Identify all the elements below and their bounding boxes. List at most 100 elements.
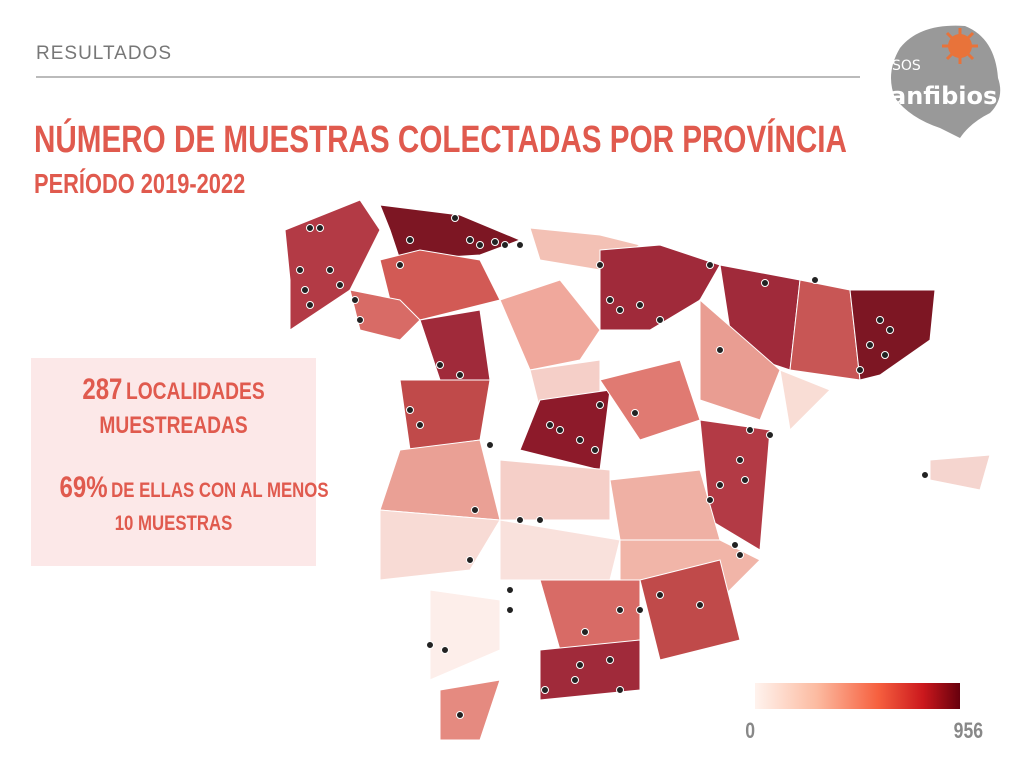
sample-location-dot xyxy=(576,436,584,444)
province-21 xyxy=(379,509,501,581)
sample-location-dot xyxy=(741,476,749,484)
sample-location-dot xyxy=(306,224,314,232)
sample-location-dot xyxy=(706,261,714,269)
province-30 xyxy=(929,454,991,491)
sample-location-dot xyxy=(706,496,714,504)
sample-location-dot xyxy=(761,279,769,287)
summary-box: 287 LOCALIDADES MUESTREADAS 69% DE ELLAS… xyxy=(31,358,329,566)
sample-location-dot xyxy=(596,401,604,409)
sample-location-dot xyxy=(301,286,309,294)
sample-location-dot xyxy=(591,446,599,454)
sample-location-dot xyxy=(556,426,564,434)
sample-location-dot xyxy=(506,586,514,594)
province-10 xyxy=(399,379,491,451)
sample-location-dot xyxy=(581,628,589,636)
page-title: NÚMERO DE MUESTRAS COLECTADAS POR PROVÍN… xyxy=(34,119,847,161)
sample-location-dot xyxy=(351,296,359,304)
sample-location-dot xyxy=(876,316,884,324)
sample-location-dot xyxy=(856,366,864,374)
province-5 xyxy=(789,279,861,381)
province-1 xyxy=(379,204,522,261)
province-13 xyxy=(519,389,611,471)
virus-icon xyxy=(942,28,978,64)
svg-text:anfibios: anfibios xyxy=(890,82,997,110)
percent-value: 69% xyxy=(59,471,108,504)
legend-max: 956 xyxy=(953,718,984,743)
province-15 xyxy=(699,298,781,421)
sample-location-dot xyxy=(636,301,644,309)
province-22 xyxy=(499,519,621,581)
sample-location-dot xyxy=(606,296,614,304)
sample-location-dot xyxy=(466,556,474,564)
sample-location-dot xyxy=(696,601,704,609)
sample-location-dot xyxy=(326,266,334,274)
province-28 xyxy=(539,639,641,701)
sample-location-dot xyxy=(596,261,604,269)
province-25 xyxy=(429,589,501,681)
sample-location-dot xyxy=(616,306,624,314)
sample-location-dot xyxy=(426,641,434,649)
sample-location-dot xyxy=(541,686,549,694)
sample-location-dot xyxy=(456,371,464,379)
sos-anfibios-logo: SOS anfibios xyxy=(890,25,1001,138)
localities-count: 287 xyxy=(82,373,123,406)
sample-location-dot xyxy=(501,241,509,249)
sample-location-dot xyxy=(616,606,624,614)
sample-location-dot xyxy=(866,341,874,349)
province-27 xyxy=(639,559,741,661)
sample-location-dot xyxy=(731,541,739,549)
sample-location-dot xyxy=(451,214,459,222)
localities-label: MUESTREADAS xyxy=(99,412,248,439)
province-19 xyxy=(499,459,611,521)
province-17 xyxy=(699,419,771,551)
sample-location-dot xyxy=(516,516,524,524)
province-29 xyxy=(439,679,501,741)
sample-location-dot xyxy=(811,276,819,284)
sample-location-dot xyxy=(486,441,494,449)
sample-location-dot xyxy=(441,646,449,654)
province-6 xyxy=(849,289,936,381)
sample-location-dot xyxy=(546,421,554,429)
sample-location-dot xyxy=(571,676,579,684)
legend-min: 0 xyxy=(745,718,756,743)
sample-location-dot xyxy=(476,241,484,249)
section-label: RESULTADOS xyxy=(36,43,172,64)
sample-location-dot xyxy=(306,301,314,309)
sample-location-dot xyxy=(491,238,499,246)
sample-location-dot xyxy=(296,266,304,274)
province-9 xyxy=(419,309,491,381)
sample-location-dot xyxy=(716,346,724,354)
sample-location-dot xyxy=(636,606,644,614)
sample-location-dot xyxy=(336,281,344,289)
sample-location-dot xyxy=(921,471,929,479)
sample-location-dot xyxy=(746,426,754,434)
sample-location-dot xyxy=(631,409,639,417)
province-20 xyxy=(609,469,721,541)
province-24 xyxy=(369,589,431,666)
sample-location-dot xyxy=(736,551,744,559)
sample-location-dot xyxy=(316,224,324,232)
sample-location-dot xyxy=(466,236,474,244)
province-18 xyxy=(379,439,501,521)
sample-location-dot xyxy=(456,711,464,719)
sample-location-dot xyxy=(606,656,614,664)
sample-location-dot xyxy=(736,456,744,464)
sample-location-dot xyxy=(536,516,544,524)
sample-location-dot xyxy=(886,326,894,334)
province-16 xyxy=(779,369,831,432)
svg-text:SOS: SOS xyxy=(892,58,921,74)
province-14 xyxy=(599,359,701,441)
sample-location-dot xyxy=(766,431,774,439)
sample-location-dot xyxy=(506,606,514,614)
sample-location-dot xyxy=(881,351,889,359)
sample-location-dot xyxy=(616,686,624,694)
sample-location-dot xyxy=(656,316,664,324)
province-26 xyxy=(539,579,641,651)
percent-label: 10 MUESTRAS xyxy=(114,512,233,535)
sample-location-dot xyxy=(716,481,724,489)
sample-location-dot xyxy=(436,361,444,369)
sample-location-dot xyxy=(396,261,404,269)
sample-location-dot xyxy=(656,591,664,599)
sample-location-dot xyxy=(516,241,524,249)
